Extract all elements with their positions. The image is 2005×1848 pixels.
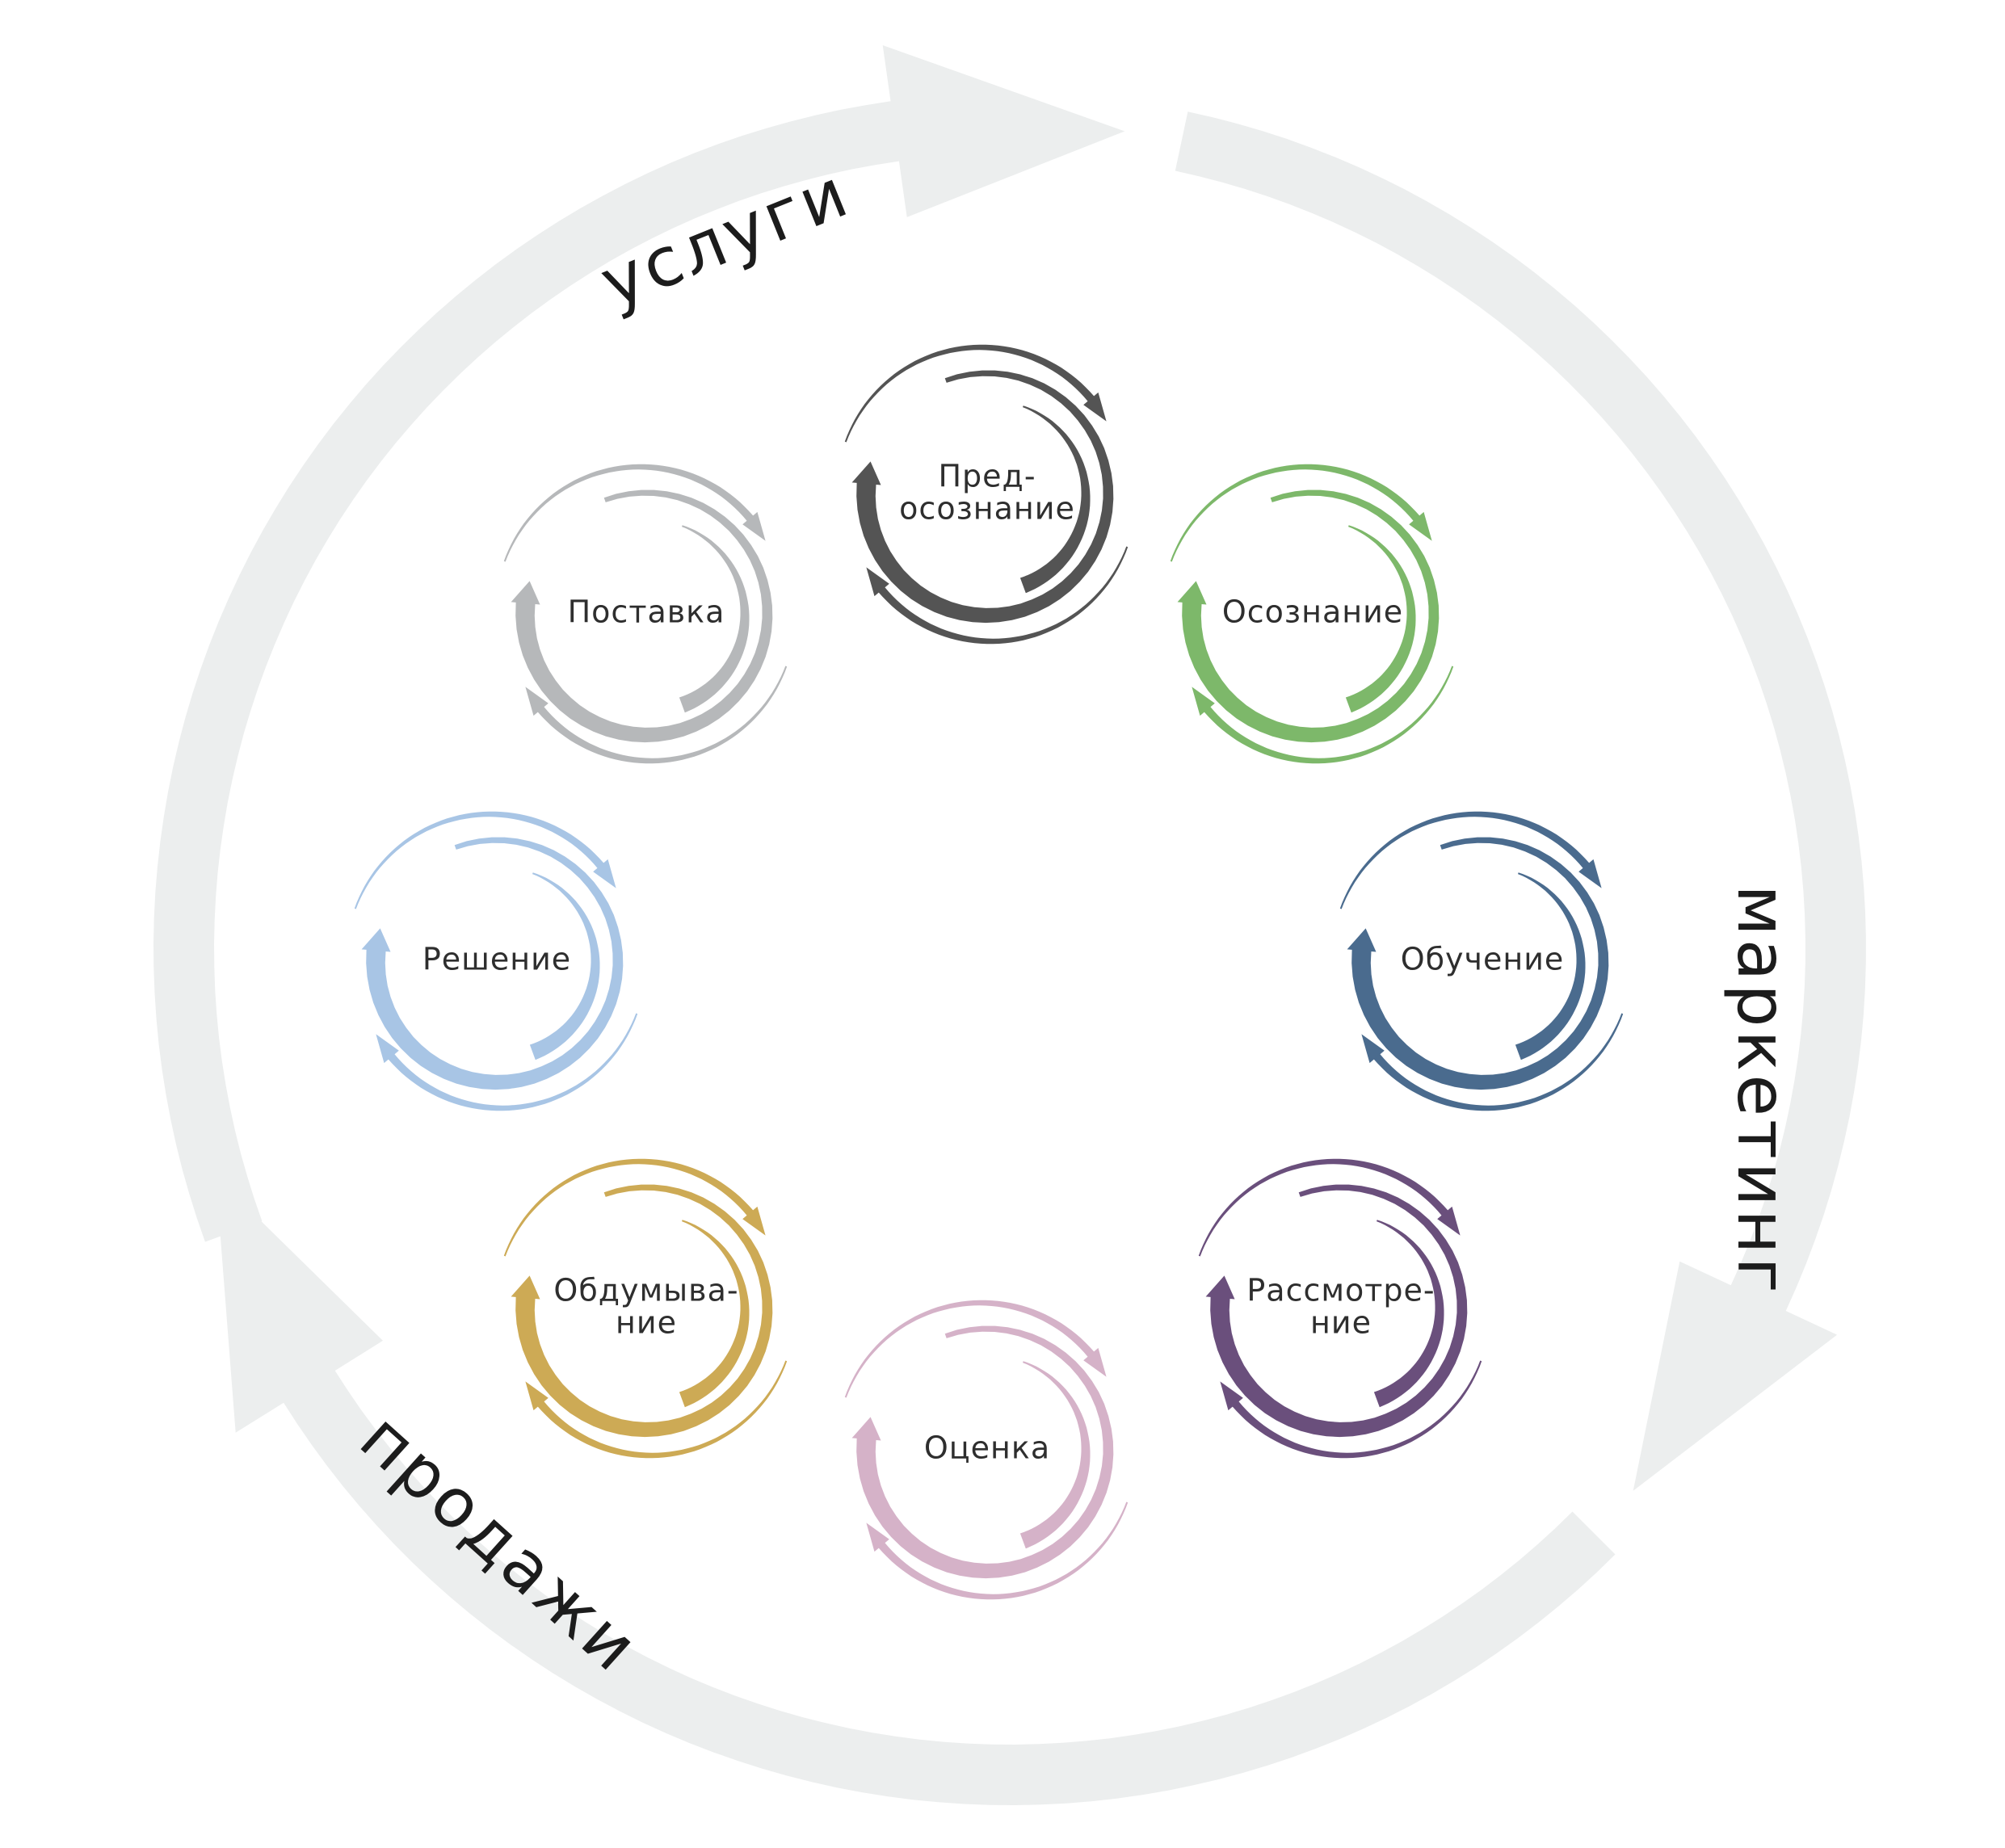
sales-arrow	[216, 1176, 1616, 1805]
stage-ring-inner	[1345, 525, 1416, 713]
stage-consideration: Рассмотре-ние	[1198, 1158, 1482, 1459]
marketing-label: маркетинг	[1722, 884, 1801, 1296]
stage-label-deliberation: ние	[616, 1305, 677, 1341]
marketing-arrow	[1175, 111, 1866, 1491]
stage-ring-inner	[1373, 1220, 1444, 1408]
stage-label-learning: Обучение	[1401, 942, 1565, 977]
stage-awareness: Осознание	[1170, 464, 1454, 764]
stage-decision: Решение	[354, 811, 638, 1111]
stage-label-decision: Решение	[422, 942, 571, 977]
stage-ring-inner	[1019, 405, 1091, 594]
stage-deliberation: Обдумыва-ние	[503, 1158, 788, 1459]
stage-label-consideration: ние	[1310, 1305, 1372, 1341]
stage-ring-inner	[529, 872, 600, 1060]
stage-ring-inner	[679, 1220, 750, 1408]
outer-cycle-arrows	[153, 45, 1866, 1805]
stage-label-pre-awareness: осознание	[899, 491, 1075, 527]
stage-ring-inner	[679, 525, 750, 713]
stage-delivery: Поставка	[503, 464, 788, 764]
stage-label-delivery: Поставка	[568, 594, 725, 630]
stage-label-evaluation: Оценка	[924, 1430, 1050, 1466]
stage-evaluation: Оценка	[844, 1300, 1129, 1600]
stage-learning: Обучение	[1339, 811, 1624, 1111]
journey-stages: Пред-осознание Осознание Обучение Рассмотре…	[354, 344, 1624, 1600]
stage-ring-inner	[1515, 872, 1586, 1060]
stage-label-awareness: Осознание	[1222, 594, 1403, 630]
stage-label-deliberation: Обдумыва-	[553, 1273, 738, 1308]
services-arrow	[153, 45, 1125, 1242]
stage-pre-awareness: Пред-осознание	[844, 344, 1129, 645]
stage-label-consideration: Рассмотре-	[1246, 1273, 1435, 1308]
stage-label-pre-awareness: Пред-	[938, 459, 1036, 494]
stage-ring-inner	[1019, 1361, 1091, 1549]
